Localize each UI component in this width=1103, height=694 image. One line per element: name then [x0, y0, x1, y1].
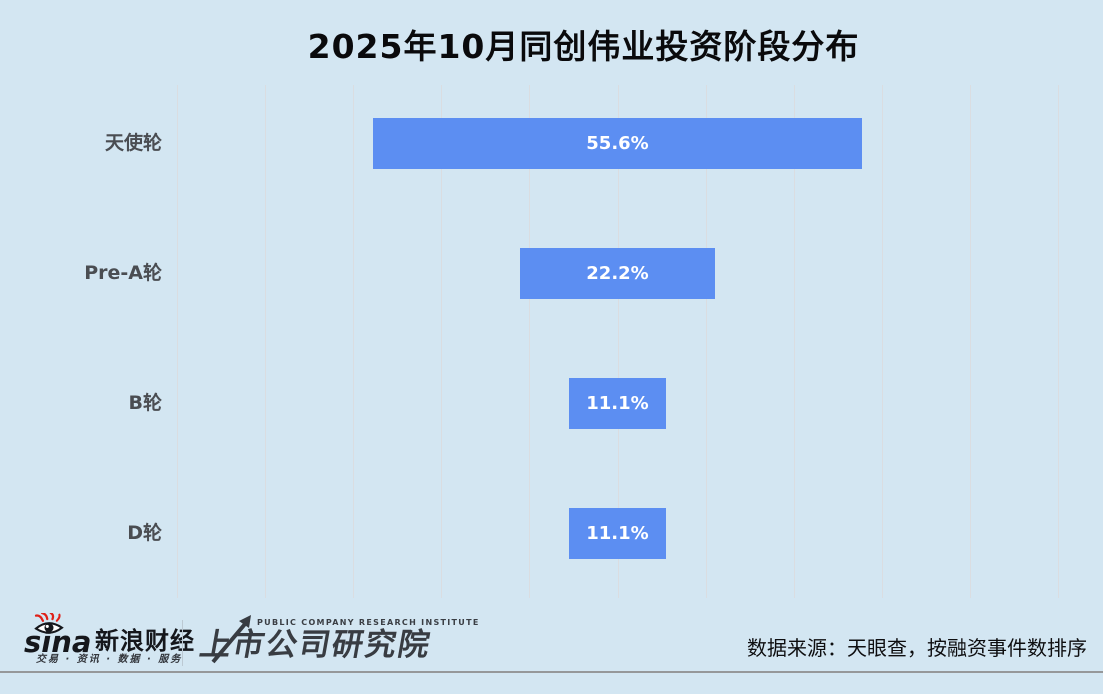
sina-brand-text: 新浪财经 — [95, 627, 195, 655]
institute-arrow-icon — [211, 615, 251, 664]
gridline — [441, 85, 443, 598]
bar-2: 22.2% — [519, 248, 716, 299]
chart-plot-area: 55.6% 22.2% 11.1% 11.1% — [177, 85, 1059, 598]
gridline — [529, 85, 531, 598]
sina-tagline: 交易 · 资讯 · 数据 · 服务 — [36, 654, 183, 665]
bar-value-label: 55.6% — [586, 133, 649, 154]
bar-value-label: 11.1% — [586, 523, 649, 544]
category-label: B轮 — [128, 392, 162, 414]
bar-3: 11.1% — [568, 378, 667, 429]
gridline — [793, 85, 795, 598]
category-label: Pre-A轮 — [84, 262, 162, 284]
category-label: 天使轮 — [104, 132, 162, 154]
sina-wordmark: sina — [24, 625, 92, 659]
gridline — [265, 85, 267, 598]
gridline — [1058, 85, 1059, 598]
gridline — [705, 85, 707, 598]
category-axis: 天使轮 Pre-A轮 B轮 D轮 — [0, 85, 162, 598]
category-label: D轮 — [127, 522, 162, 544]
gridline — [353, 85, 355, 598]
footer-divider — [182, 620, 183, 666]
bar-value-label: 11.1% — [586, 393, 649, 414]
gridline — [881, 85, 883, 598]
gridline — [617, 85, 619, 598]
gridline — [969, 85, 971, 598]
page-title: 2025年10月同创伟业投资阶段分布 — [307, 27, 860, 66]
sina-eye-icon — [34, 613, 64, 634]
gridline — [177, 85, 178, 598]
bar-1: 55.6% — [372, 118, 863, 169]
bottom-rule — [0, 671, 1103, 673]
institute-logo-en-text: PUBLIC COMPANY RESEARCH INSTITUTE — [257, 618, 480, 627]
bar-value-label: 22.2% — [586, 263, 649, 284]
data-source-note: 数据来源：天眼查，按融资事件数排序 — [747, 636, 1087, 660]
bar-4: 11.1% — [568, 508, 667, 559]
